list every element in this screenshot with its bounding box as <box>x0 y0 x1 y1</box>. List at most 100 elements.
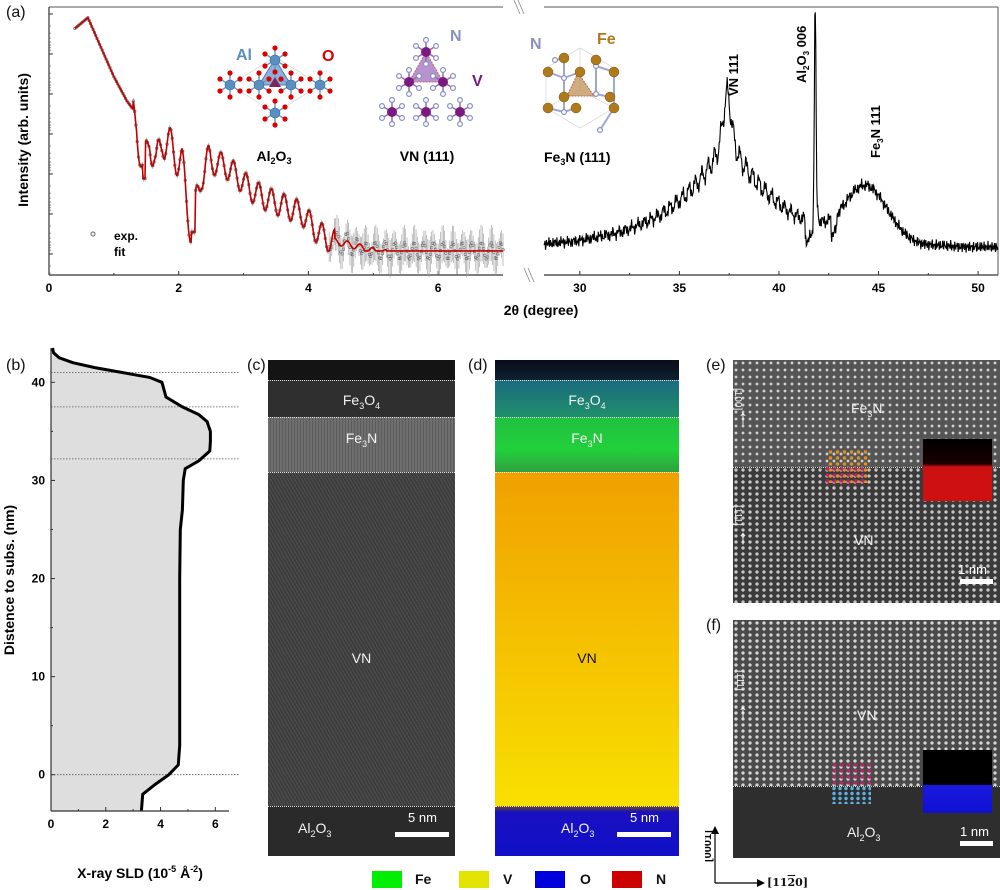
sld-profile-line <box>50 347 212 812</box>
scalebar-label: 5 nm <box>630 810 659 825</box>
nitrogen-atom <box>396 84 403 92</box>
xrr-ylabel: Intensity (arb. units) <box>15 73 31 207</box>
nitrogen-atom <box>466 103 473 110</box>
nitrogen-atom <box>429 73 437 80</box>
oxygen-atom <box>282 116 288 122</box>
aluminum-atom <box>253 79 265 91</box>
aluminum-atom <box>269 107 281 119</box>
al-label: Al <box>236 47 252 64</box>
nitrogen-atom <box>413 55 420 62</box>
oxygen-atom <box>278 88 284 94</box>
oxygen-atom <box>272 45 278 51</box>
nitrogen-atom <box>413 42 420 49</box>
nitrogen-atom <box>388 97 395 104</box>
legend-label-fe: Fe <box>415 871 432 887</box>
fe3n-caption: Fe3N (111) <box>544 149 611 167</box>
oxygen-atom <box>217 76 223 82</box>
sld-xlabel: X-ray SLD (10-5 Å-2) <box>77 864 203 881</box>
direction-label-bottom: [111] <box>733 505 743 526</box>
layer-label-vn: VN <box>854 532 874 548</box>
vn-v-label: V <box>472 73 483 90</box>
layer-label-vn: VN <box>857 707 877 723</box>
nitrogen-atom <box>440 67 447 74</box>
al2o3-caption: Al2O3 <box>257 148 292 166</box>
scalebar-label: 1 nm <box>958 562 987 577</box>
oxygen-atom <box>282 63 288 69</box>
iron-atom <box>542 66 554 78</box>
layer-label-vn: VN <box>351 650 372 666</box>
direction-arrow-up-icon: ↑ <box>738 701 748 723</box>
nitrogen-atom <box>416 73 423 80</box>
iron-atom <box>590 54 602 66</box>
nitrogen-atom <box>552 56 559 63</box>
peak-label-fe3n111: Fe3N 111 <box>868 105 885 158</box>
nitrogen-atom <box>378 103 385 110</box>
nitrogen-atom <box>457 120 464 127</box>
oxygen-atom <box>307 88 313 94</box>
layer-band-top <box>495 360 679 380</box>
layer-label-al2o3: Al2O3 <box>847 824 881 843</box>
layer-band-fe3o4 <box>495 380 679 417</box>
panel-e-label: (e) <box>706 357 726 374</box>
layer-label-al2o3: Al2O3 <box>561 820 595 839</box>
nitrogen-atom <box>466 115 473 122</box>
nitrogen-atom <box>399 115 406 122</box>
panel-d-label: (d) <box>468 357 488 374</box>
layer-label-vn: VN <box>577 650 597 666</box>
nitrogen-atom <box>561 109 568 116</box>
nitrogen-atom <box>432 115 440 122</box>
layer-band-top <box>268 360 455 380</box>
interface-line <box>495 417 679 418</box>
legend-fit-label: fit <box>114 245 125 259</box>
oxygen-atom <box>227 70 233 76</box>
xrr-xtick-label: 2 <box>175 281 182 295</box>
nitrogen-atom <box>413 115 420 122</box>
interface-line <box>495 472 679 473</box>
direction-arrow-up-icon: ↑ <box>738 527 748 549</box>
nitrogen-atom <box>447 115 454 122</box>
oxygen-atom <box>266 76 272 82</box>
oxygen-atom <box>282 51 288 57</box>
vanadium-atom <box>387 107 397 117</box>
nitrogen-atom <box>432 42 440 49</box>
iron-atom <box>558 91 570 103</box>
axis-label-11-2-0: [1120] <box>767 876 809 889</box>
sld-ytick-label: 0 <box>38 768 45 782</box>
atom-model-overlay-vn <box>824 466 868 486</box>
oxygen-atom <box>246 76 252 82</box>
nitrogen-atom <box>406 67 413 74</box>
xrd-xtick-label: 50 <box>971 281 985 295</box>
nitrogen-atom <box>422 36 430 43</box>
scalebar <box>617 832 671 837</box>
layer-label-fe3n: Fe3N <box>571 430 603 449</box>
sld-ylabel: Distence to subs. (nm) <box>1 505 17 655</box>
peak-label-al2o3-006: Al2O3 006 <box>794 26 811 83</box>
oxygen-atom <box>272 122 278 128</box>
atom-model-overlay-vn <box>831 762 875 786</box>
oxygen-atom <box>262 51 268 57</box>
legend-swatch-n <box>612 871 642 888</box>
oxygen-atom <box>282 104 288 110</box>
sld-xtick-label: 6 <box>212 817 219 831</box>
sld-xtick-label: 2 <box>102 817 109 831</box>
sld-ytick-label: 20 <box>32 572 46 586</box>
haadf-image-e: Fe3N VN [100] ↑ [111] ↑ 1 nm <box>733 360 1000 603</box>
layer-band-fe3o4 <box>268 380 455 417</box>
oxygen-atom <box>307 76 313 82</box>
xrr-fit-line <box>74 16 503 252</box>
xrr-xlabel: 2θ (degree) <box>504 302 578 318</box>
layer-label-fe3n: Fe3N <box>851 400 883 419</box>
nitrogen-atom <box>561 75 568 82</box>
vanadium-atom <box>438 77 448 87</box>
layer-label-al2o3: Al2O3 <box>298 820 332 839</box>
o-label: O <box>322 48 334 65</box>
nitrogen-atom <box>432 55 440 62</box>
nitrogen-atom <box>399 103 406 110</box>
sld-xtick-label: 4 <box>157 817 164 831</box>
oxygen-atom <box>246 88 252 94</box>
nitrogen-atom <box>450 84 457 92</box>
scalebar <box>395 832 449 837</box>
nitrogen-atom <box>396 73 403 80</box>
oxygen-atom <box>298 88 304 94</box>
iron-atom <box>604 91 616 103</box>
